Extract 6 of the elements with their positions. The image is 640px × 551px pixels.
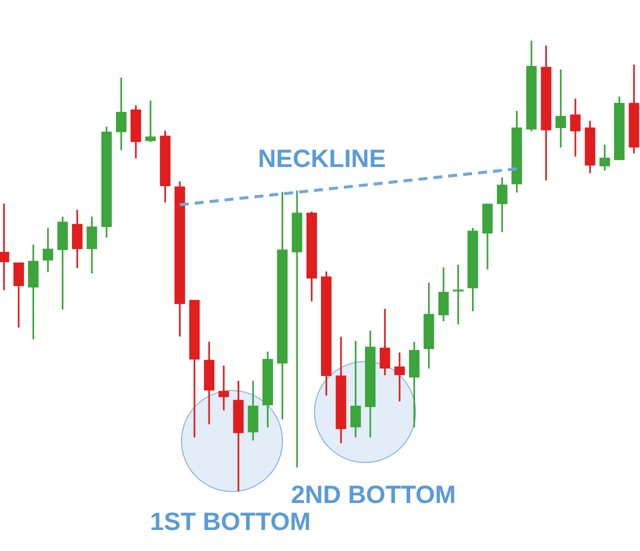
text: 1ST BOTTOM: [150, 508, 311, 536]
candlestick: [145, 100, 156, 142]
annotation: NECKLINE: [258, 145, 386, 173]
candlestick: [0, 204, 10, 290]
annotation: 2ND BOTTOM: [291, 481, 456, 509]
candlestick: [292, 190, 302, 468]
